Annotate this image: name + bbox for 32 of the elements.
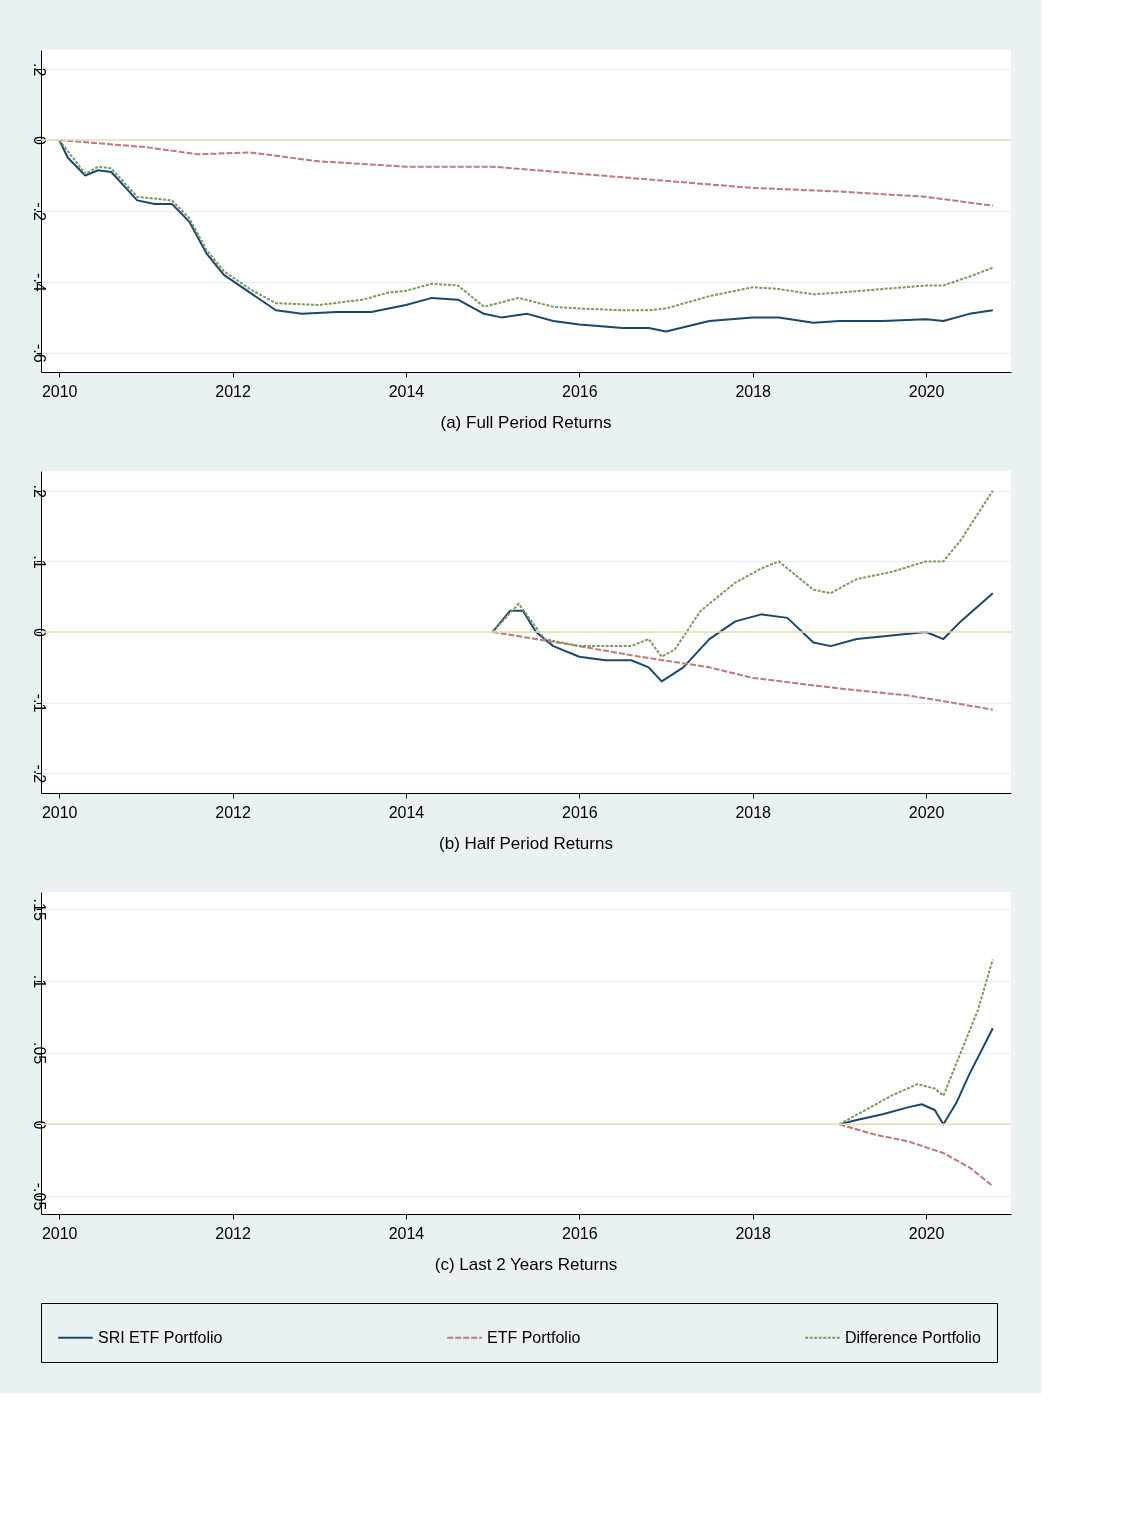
x-tick-label: 2014 [388, 803, 425, 821]
x-tick-label: 2018 [735, 803, 772, 821]
x-tick-label: 2018 [735, 382, 772, 400]
x-tick-label: 2012 [215, 1224, 251, 1242]
x-tick-label: 2010 [41, 1224, 78, 1242]
text: (a) Full Period Returns [440, 413, 612, 432]
line-series [838, 958, 994, 1126]
legend-label: Difference Portfolio [845, 1328, 981, 1346]
x-tick-label: 2010 [41, 382, 78, 400]
x-tick-label: 2020 [908, 382, 945, 400]
x-tick-label: 2020 [908, 803, 945, 821]
text: (c) Last 2 Years Returns [434, 1255, 618, 1274]
x-tick-label: 2016 [562, 382, 598, 400]
y-tick-label: .2 [30, 62, 48, 77]
y-tick-label: .1 [30, 555, 48, 569]
x-tick-label: 2014 [388, 382, 425, 400]
legend-label: ETF Portfolio [487, 1328, 581, 1346]
x-tick-label: 2012 [215, 382, 251, 400]
x-tick-label: 2014 [388, 1224, 425, 1242]
line-series [491, 592, 994, 683]
x-tick-label: 2016 [562, 1224, 598, 1242]
x-tick-label: 2012 [215, 803, 251, 821]
line-series [491, 489, 994, 658]
line-series [838, 1123, 994, 1188]
y-tick-label: -.1 [30, 693, 48, 713]
text: (b) Half Period Returns [439, 834, 613, 853]
x-tick-label: 2018 [735, 1224, 772, 1242]
legend-label: SRI ETF Portfolio [98, 1328, 223, 1346]
y-tick-label: .15 [30, 898, 48, 921]
x-tick-label: 2016 [562, 803, 598, 821]
x-tick-label: 2010 [41, 803, 78, 821]
x-tick-label: 2020 [908, 1224, 945, 1242]
